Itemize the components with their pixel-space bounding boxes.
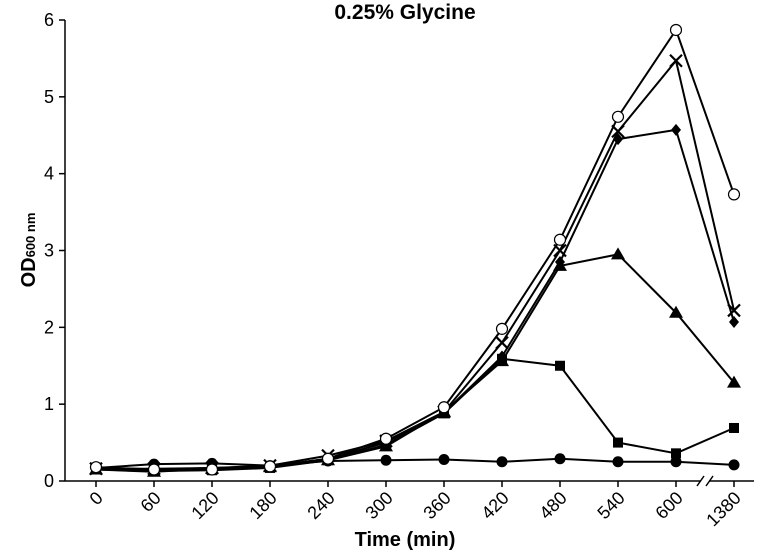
axis-break-mark [705,475,714,487]
y-tick-label: 6 [44,10,54,30]
data-point [495,335,509,350]
series-line-5 [96,58,735,470]
series-line-2 [95,357,735,473]
y-tick-label: 1 [44,394,54,414]
data-point [555,360,565,371]
chart-title: 0.25% Glycine [334,1,475,24]
x-tick-label: 600 [651,488,686,523]
x-tick-label: 240 [303,488,338,523]
series-markers-6 [89,23,741,476]
data-point [612,456,624,468]
data-point [89,461,103,474]
data-point [554,453,566,465]
series-markers-5 [89,53,741,476]
y-axis: 0 1 2 3 4 5 6 [44,10,66,491]
data-point [613,133,623,146]
data-point [611,247,625,260]
data-point [611,124,625,139]
series-markers-3 [89,247,741,477]
y-axis-title: OD600 nm [18,213,40,288]
data-point [727,303,741,318]
y-axis-title-main: OD [18,257,40,287]
data-point [555,256,565,269]
data-point [437,401,451,414]
series-line-1 [95,457,735,469]
data-point [729,315,739,328]
series-line-6 [95,27,735,471]
data-point [438,453,450,465]
data-point [321,452,335,465]
series-markers-2 [91,353,739,477]
x-tick-label: 0 [86,488,107,509]
data-point [669,23,683,37]
data-point [669,53,683,68]
data-point [205,463,219,476]
x-tick-label: 420 [477,488,512,523]
data-point [611,110,625,123]
x-tick-label: 1380 [702,488,744,530]
data-point [147,463,161,476]
data-point [553,233,567,246]
data-point [671,123,681,136]
data-point [671,448,681,459]
data-point [553,243,567,258]
x-tick-label: 480 [535,488,570,523]
data-point [497,350,507,363]
y-tick-label: 3 [44,241,54,261]
x-axis-title: Time (min) [355,529,456,551]
axis-break-mark [696,475,705,487]
data-point [263,460,277,473]
data-point [379,432,393,445]
x-tick-label: 180 [245,488,280,523]
series-line-4 [95,128,735,471]
x-axis: 0 60 120 180 240 300 360 420 480 540 600 1380 [65,475,754,530]
x-tick-label: 60 [137,488,165,516]
data-point [728,459,740,471]
axis-break-gap [701,476,709,486]
x-tick-label: 120 [187,488,222,523]
y-tick-label: 5 [44,87,54,107]
data-point [496,456,508,468]
data-point [727,188,741,201]
series-markers [89,23,741,477]
data-point [670,456,682,468]
data-point [495,322,509,335]
data-point [727,375,741,388]
y-tick-label: 2 [44,317,54,337]
y-tick-label: 4 [44,164,54,184]
data-point [380,454,392,466]
series-lines [95,27,735,473]
data-point [613,437,623,448]
y-tick-label: 0 [44,471,54,491]
data-point [669,305,683,318]
y-axis-title-sub: 600 nm [23,213,38,258]
x-tick-label: 540 [593,488,628,523]
x-tick-label: 360 [419,488,454,523]
x-tick-label: 300 [361,488,396,523]
data-point [729,422,739,433]
series-line-3 [95,253,735,473]
